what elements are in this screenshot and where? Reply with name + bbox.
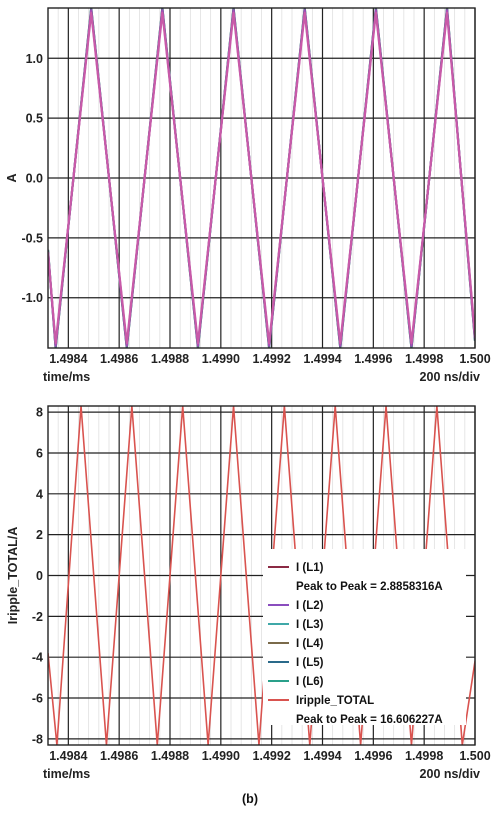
chart1-y-tick-label: -4	[32, 651, 43, 665]
chart0-y-tick-label: 1.0	[26, 52, 43, 66]
chart0-x-tick-label: 1.4990	[202, 352, 240, 366]
chart1-x-tick-label: 1.4994	[303, 749, 341, 763]
chart1-y-tick-label: 0	[36, 569, 43, 583]
chart0-x-tick-label: 1.500	[459, 352, 490, 366]
chart1-y-tick-label: 4	[36, 487, 43, 501]
chart0-x-tick-label: 1.4988	[151, 352, 189, 366]
chart1-x-tick-label: 1.4988	[151, 749, 189, 763]
chart1-legend-entry-1: Peak to Peak = 2.8858316A	[296, 581, 443, 593]
chart1-y-tick-label: -8	[32, 732, 43, 746]
figure-caption: (b)	[242, 792, 258, 806]
chart1-legend-entry-5: I (L5)	[296, 657, 324, 669]
chart1-x-axis-label: time/ms	[43, 767, 90, 781]
chart1-legend-entry-7: Iripple_TOTAL	[296, 695, 374, 707]
chart0-y-axis-label: A	[5, 173, 19, 182]
chart1-x-tick-label: 1.4990	[202, 749, 240, 763]
chart1-legend-entry-6: I (L6)	[296, 676, 324, 688]
chart0-series-group	[48, 8, 475, 348]
chart0-x-tick-label: 1.4996	[354, 352, 392, 366]
chart1-x-tick-label: 1.4992	[253, 749, 291, 763]
chart0-x-axis-scale-label: 200 ns/div	[420, 370, 480, 384]
chart1-y-tick-label: 8	[36, 406, 43, 420]
chart0-x-axis-label: time/ms	[43, 370, 90, 384]
chart1-x-axis-scale-label: 200 ns/div	[420, 767, 480, 781]
chart0-y-tick-label: 0.5	[26, 112, 43, 126]
chart1-plot-frame	[47, 405, 476, 746]
chart1-legend-entry-2: I (L2)	[296, 600, 324, 612]
chart-bottom-total-ripple: 1.4984 1.4986 1.4988 1.4990 1.4992 1.4994 1.49…	[6, 405, 491, 781]
chart1-legend-box	[263, 549, 466, 725]
chart1-y-tick-label: 2	[36, 528, 43, 542]
chart1-legend-entry-8: Peak to Peak = 16.606227A	[296, 714, 443, 726]
chart1-x-tick-label: 1.4984	[49, 749, 87, 763]
chart1-legend-entry-3: I (L3)	[296, 619, 324, 631]
chart0-y-tick-label: 0.0	[26, 172, 43, 186]
chart1-legend-entry-0: I (L1)	[296, 562, 324, 574]
chart1-y-axis-label: Iripple_TOTAL/A	[6, 527, 20, 624]
chart0-series-line-3	[48, 11, 475, 345]
chart1-y-tick-label: -6	[32, 692, 43, 706]
chart0-y-tick-label: -0.5	[21, 231, 43, 245]
chart1-x-tick-label: 1.500	[459, 749, 490, 763]
chart1-x-tick-label: 1.4996	[354, 749, 392, 763]
chart1-x-tick-label: 1.4998	[405, 749, 443, 763]
chart1-y-tick-label: 6	[36, 446, 43, 460]
chart0-x-tick-label: 1.4998	[405, 352, 443, 366]
chart1-y-tick-label: -2	[32, 610, 43, 624]
chart0-plot-frame	[47, 7, 476, 349]
chart0-x-tick-label: 1.4984	[49, 352, 87, 366]
chart0-x-tick-label: 1.4986	[100, 352, 138, 366]
chart0-x-tick-label: 1.4994	[303, 352, 341, 366]
chart0-x-tick-label: 1.4992	[253, 352, 291, 366]
chart0-y-tick-label: -1.0	[21, 291, 43, 305]
chart1-x-tick-label: 1.4986	[100, 749, 138, 763]
chart-top-inductor-currents: 1.4984 1.4986 1.4988 1.4990 1.4992 1.4994 1.49…	[5, 7, 491, 384]
chart1-legend-entry-4: I (L4)	[296, 638, 324, 650]
chart1-legend: I (L1) Peak to Peak = 2.8858316A I (L2) I (…	[268, 562, 443, 726]
